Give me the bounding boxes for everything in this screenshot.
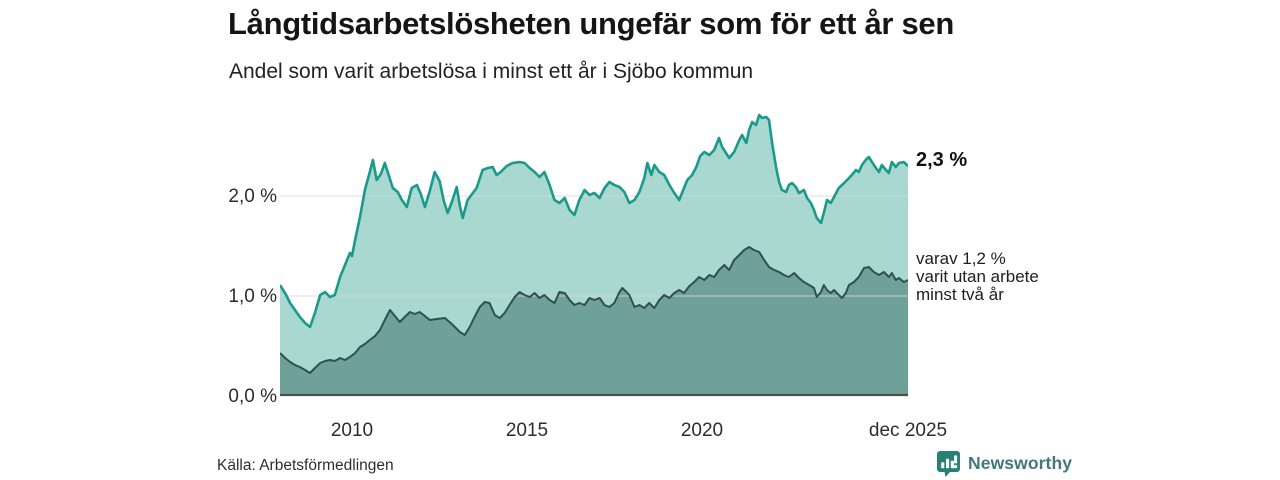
- series-two-year-end-label-line3: minst två år: [916, 285, 1004, 304]
- series-total-line: [280, 113, 908, 329]
- newsworthy-logo-icon: [937, 451, 960, 477]
- series-two-year-end-label-line1: varav 1,2 %: [916, 249, 1006, 268]
- series-two-year-end-label-line2: varit utan arbete: [916, 267, 1039, 286]
- x-tick-dec-2025: dec 2025: [868, 420, 948, 441]
- chart-subtitle: Andel som varit arbetslösa i minst ett å…: [229, 60, 754, 83]
- logo-bar-tall: [946, 458, 950, 469]
- logo-bar-mid: [950, 460, 954, 469]
- x-tick-2020: 2020: [680, 420, 724, 441]
- brand-name: Newsworthy: [968, 453, 1073, 473]
- page-title: Långtidsarbetslösheten ungefär som för e…: [228, 6, 955, 41]
- series-total-end-label: 2,3 %: [916, 149, 968, 171]
- series-two-year-area: [280, 247, 908, 396]
- y-tick-1: 1,0 %: [228, 286, 277, 307]
- y-tick-0: 0,0 %: [228, 386, 277, 407]
- source-note: Källa: Arbetsförmedlingen: [217, 457, 394, 474]
- series-two-year-line: [280, 246, 908, 374]
- y-tick-2: 2,0 %: [228, 186, 277, 207]
- x-tick-2010: 2010: [330, 420, 374, 441]
- logo-exclamation-bar: [954, 455, 958, 464]
- newsworthy-logo: Newsworthy: [936, 450, 1072, 477]
- x-tick-2015: 2015: [505, 420, 549, 441]
- series-two-year-end-label: varav 1,2 % varit utan arbete minst två …: [916, 250, 1039, 304]
- logo-exclamation-dot: [953, 464, 958, 469]
- area-chart-plot: [280, 113, 908, 397]
- logo-bar-short: [941, 462, 945, 469]
